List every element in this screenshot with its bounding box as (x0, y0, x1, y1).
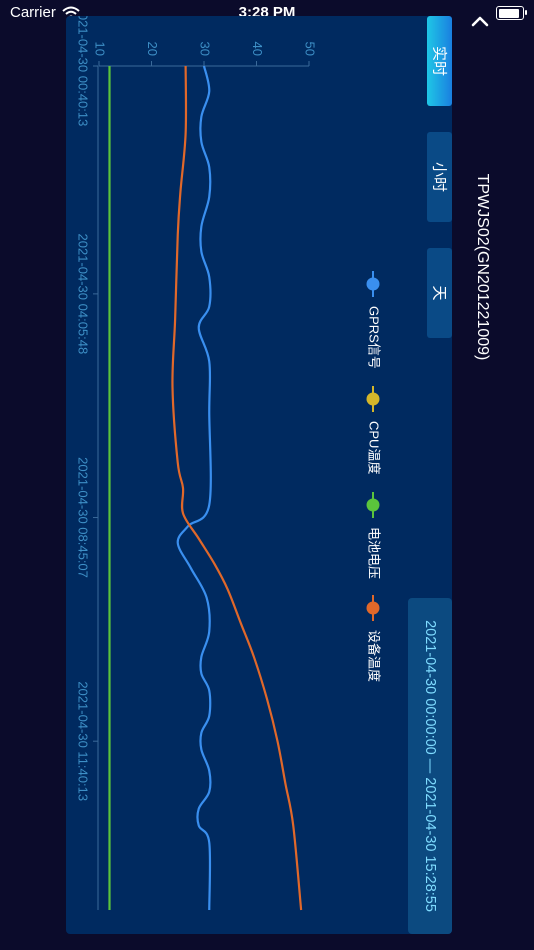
chevron-up-icon[interactable] (468, 10, 492, 32)
tab-hourly[interactable]: 小时 (427, 132, 452, 222)
time-tick-label: 2021-04-30 08:45:07 (76, 457, 91, 578)
time-tick-label: 2021-04-30 11:40:13 (76, 681, 91, 801)
date-range-text: 2021-04-30 00:00:00 — 2021-04-30 15:28:5… (422, 620, 438, 912)
chart-panel: 10 20 30 40 50 2021-04-30 00:40:13 2021-04-30 … (66, 16, 452, 934)
legend-label: 设备温度 (367, 630, 382, 682)
series-line (171, 65, 303, 911)
time-tick-label: 2021-04-30 00:40:13 (76, 16, 91, 126)
tab-daily[interactable]: 天 (427, 248, 452, 338)
value-tick-label: 50 (303, 42, 318, 56)
tab-label: 小时 (430, 161, 447, 193)
date-range-picker[interactable]: 2021-04-30 00:00:00 — 2021-04-30 15:28:5… (408, 598, 452, 934)
battery-icon (496, 6, 527, 20)
time-tick-label: 2021-04-30 04:05:48 (76, 234, 91, 355)
legend-label: CPU温度 (367, 421, 382, 474)
device-title: TPWJS02(GN201221009) (474, 173, 491, 361)
tab-realtime[interactable]: 实时 (427, 16, 452, 106)
value-tick-label: 40 (250, 42, 265, 56)
value-tick-label: 20 (145, 42, 160, 56)
value-tick-label: 10 (93, 42, 108, 56)
legend-label: GPRS信号 (367, 306, 382, 369)
legend-label: 电池电压 (367, 527, 382, 579)
line-chart: 10 20 30 40 50 2021-04-30 00:40:13 2021-04-30 … (76, 16, 382, 911)
legend-marker (366, 392, 380, 406)
series-line (176, 65, 212, 911)
legend-marker (366, 277, 380, 291)
tab-label: 实时 (430, 45, 447, 77)
legend-marker (366, 498, 380, 512)
tab-label: 天 (430, 285, 447, 301)
value-tick-label: 30 (198, 42, 213, 56)
carrier-label: Carrier (10, 4, 56, 21)
legend-marker (366, 601, 380, 615)
